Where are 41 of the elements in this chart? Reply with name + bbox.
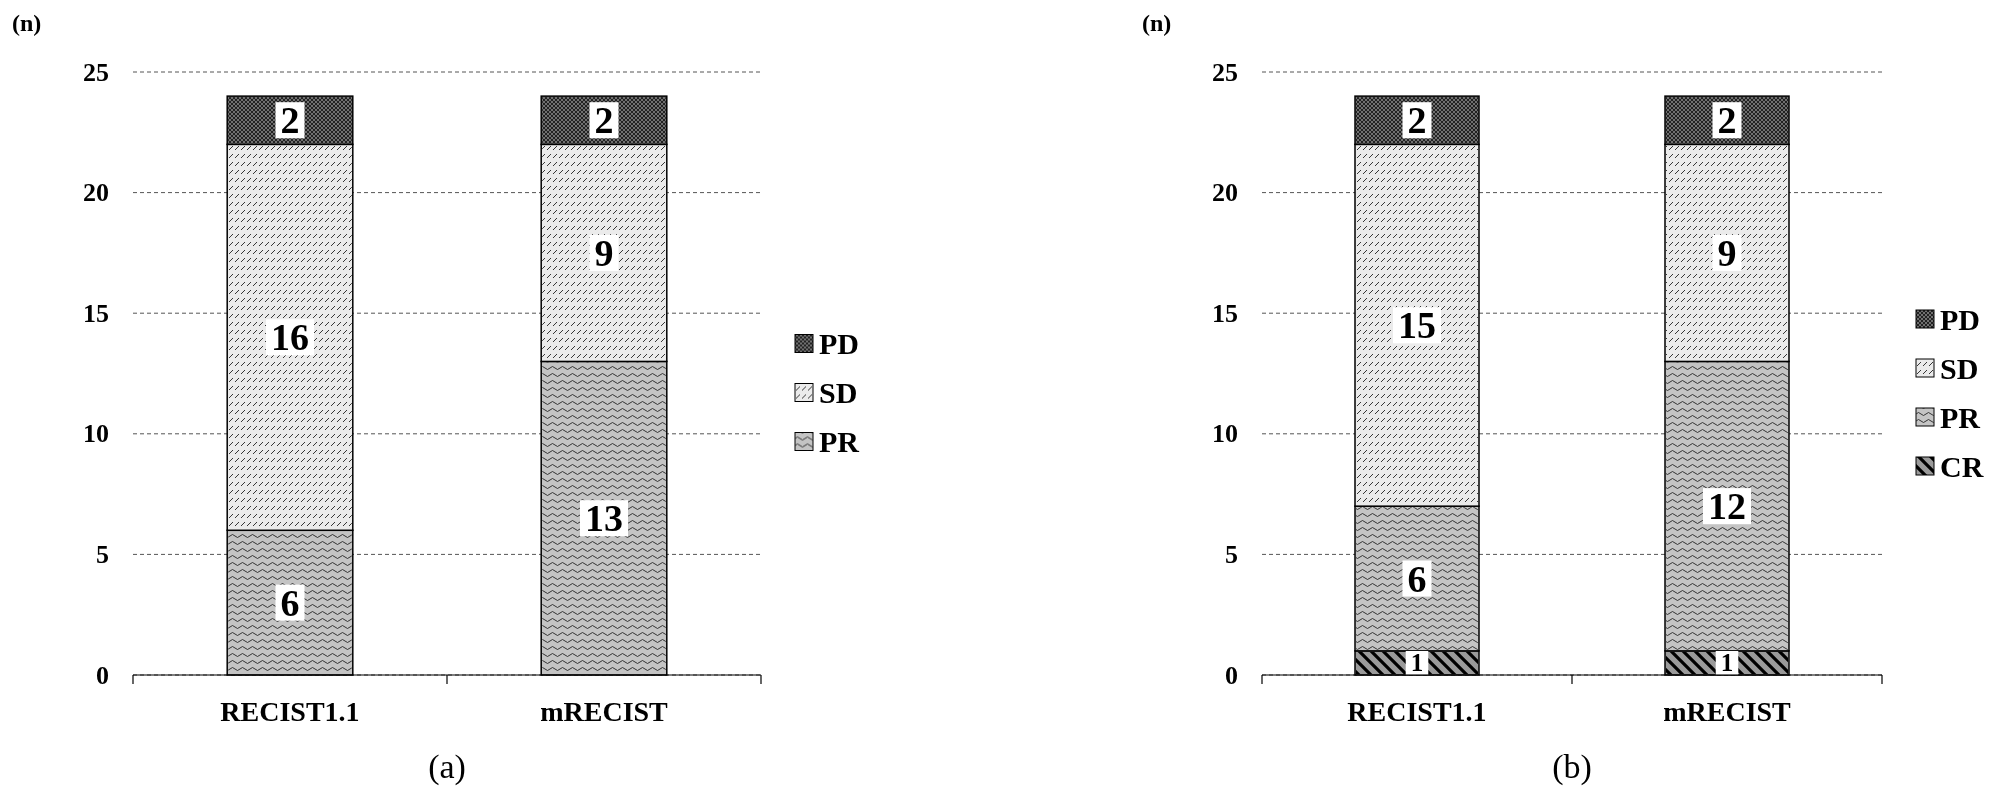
legend-label: SD (819, 376, 858, 409)
y-tick-label: 10 (83, 419, 109, 449)
y-tick-label: 25 (1212, 57, 1238, 87)
x-tick-label: RECIST1.1 (220, 695, 360, 727)
data-label: 9 (594, 231, 614, 274)
y-axis-title: (n) (12, 10, 42, 36)
y-tick-label: 5 (1225, 539, 1238, 569)
text: (a) (428, 747, 466, 786)
y-tick-label: 0 (1225, 660, 1238, 690)
legend-label: SD (1940, 351, 1979, 385)
y-tick-label: 15 (1212, 298, 1238, 328)
data-label: 1 (1720, 649, 1734, 677)
data-label: 16 (271, 316, 309, 359)
data-label: 2 (594, 99, 614, 142)
text: (b) (1552, 747, 1592, 786)
data-label: 13 (585, 497, 623, 540)
y-tick-label: 10 (1212, 419, 1238, 449)
y-tick-label: 0 (96, 660, 109, 690)
legend-label: PD (819, 327, 859, 360)
data-label: 12 (1708, 485, 1746, 528)
legend-label: PD (1940, 302, 1980, 336)
legend-label: PR (1940, 400, 1981, 434)
legend-label: PR (819, 425, 860, 458)
y-tick-label: 5 (96, 539, 109, 569)
data-label: 6 (280, 581, 300, 624)
x-tick-label: RECIST1.1 (1347, 695, 1487, 727)
y-axis-title: (n) (1142, 10, 1172, 36)
data-label: 6 (1407, 557, 1427, 600)
data-label: 9 (1717, 231, 1737, 274)
x-tick-label: mRECIST (540, 695, 669, 727)
y-tick-label: 20 (1212, 178, 1238, 208)
data-label: 2 (280, 99, 300, 142)
data-label: 2 (1717, 99, 1737, 142)
data-label: 1 (1410, 649, 1424, 677)
data-label: 2 (1407, 99, 1427, 142)
y-tick-label: 20 (83, 178, 109, 208)
data-label: 15 (1398, 304, 1436, 347)
y-tick-label: 25 (83, 57, 109, 87)
legend-label: CR (1940, 449, 1984, 483)
y-tick-label: 15 (83, 298, 109, 328)
x-tick-label: mRECIST (1663, 695, 1792, 727)
